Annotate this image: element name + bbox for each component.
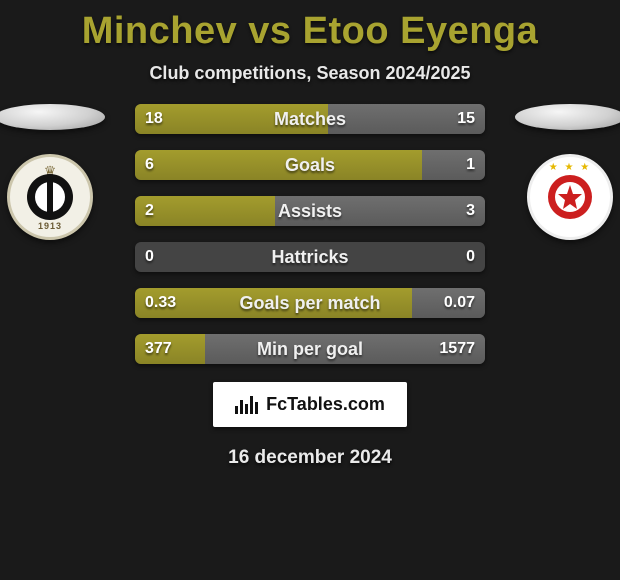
stat-bar: 00Hattricks xyxy=(135,242,485,272)
stat-bar: 61Goals xyxy=(135,150,485,180)
stat-bars-column: 1815Matches 61Goals 23Assists 00Hattricks 0.… xyxy=(135,104,485,364)
right-player-column: ★ ★ ★ xyxy=(510,104,620,240)
player-avatar-left xyxy=(0,104,105,130)
club-badge-slavia: ♛ 1913 xyxy=(7,154,93,240)
stat-label: Assists xyxy=(135,196,485,226)
stat-label: Min per goal xyxy=(135,334,485,364)
slavia-year: 1913 xyxy=(38,221,62,231)
left-player-column: ♛ 1913 xyxy=(0,104,110,240)
date-line: 16 december 2024 xyxy=(228,447,392,469)
stat-label: Goals per match xyxy=(135,288,485,318)
stat-bar: 0.330.07Goals per match xyxy=(135,288,485,318)
bars-icon xyxy=(235,396,258,414)
main-row: ♛ 1913 1815Matches 61Goals 23Assists 00Hatt… xyxy=(0,104,620,364)
player-avatar-right xyxy=(515,104,620,130)
stat-label: Hattricks xyxy=(135,242,485,272)
stat-bar: 1815Matches xyxy=(135,104,485,134)
slavia-stripe xyxy=(47,182,53,212)
brand-text: FcTables.com xyxy=(266,394,385,415)
cska-stars-icon: ★ ★ ★ xyxy=(549,162,591,173)
comparison-infographic: Minchev vs Etoo Eyenga Club competitions… xyxy=(0,0,620,469)
subtitle: Club competitions, Season 2024/2025 xyxy=(149,63,470,84)
page-title: Minchev vs Etoo Eyenga xyxy=(82,10,539,53)
stat-label: Matches xyxy=(135,104,485,134)
stat-label: Goals xyxy=(135,150,485,180)
club-badge-cska: ★ ★ ★ xyxy=(527,154,613,240)
stat-bar: 23Assists xyxy=(135,196,485,226)
slavia-inner-circle xyxy=(27,174,73,220)
cska-shield-icon xyxy=(546,173,594,221)
brand-box[interactable]: FcTables.com xyxy=(213,382,407,427)
stat-bar: 3771577Min per goal xyxy=(135,334,485,364)
